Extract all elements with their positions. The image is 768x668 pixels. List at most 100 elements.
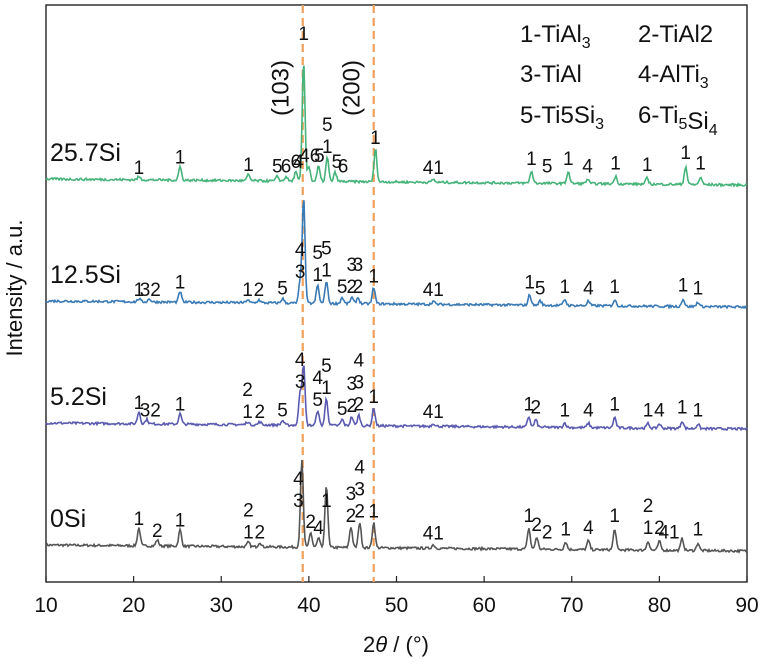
legend-entry: 5-Ti5Si3: [520, 102, 604, 133]
peak-label: 2: [347, 396, 358, 417]
peak-label: 1: [243, 155, 254, 176]
peak-label: 1: [175, 273, 186, 294]
peak-label: 1: [298, 24, 309, 45]
series-line-5.2Si: [45, 365, 748, 432]
legend-entry: 2-TiAl2: [638, 21, 713, 48]
plane-label: (103): [268, 60, 295, 116]
peak-label: 5: [542, 157, 553, 178]
peak-label: 41: [423, 523, 444, 544]
peak-label: 41: [423, 402, 444, 423]
peak-label: 1: [524, 506, 535, 527]
peak-label: 3: [353, 255, 364, 276]
x-tick-label: 70: [560, 594, 583, 617]
peak-label: 41: [658, 523, 679, 544]
x-axis-label: 2θ / (°): [363, 632, 429, 657]
peak-label: 5: [337, 399, 348, 420]
x-tick-label: 10: [34, 594, 57, 617]
peak-label: 3: [354, 480, 365, 501]
x-tick-label: 40: [297, 594, 320, 617]
peak-label: 3: [293, 491, 304, 512]
peak-label: 3: [347, 374, 358, 395]
series-line-0Si: [45, 459, 748, 554]
series-name-label: 12.5Si: [50, 261, 121, 289]
peak-label: 3: [295, 372, 306, 393]
peak-label: 1: [693, 279, 704, 300]
legend: 1-TiAl3 2-TiAl2 3-TiAl 4-AlTi3 5-Ti5Si3 6-Ti5…: [520, 21, 718, 139]
peak-label: 1: [563, 149, 574, 170]
legend-entry: 3-TiAl: [520, 61, 582, 88]
peak-label: 1: [609, 277, 620, 298]
peak-label: 1: [609, 506, 620, 527]
peak-label: 1: [243, 523, 254, 544]
peak-label: 2: [643, 496, 654, 517]
peak-label: 46: [299, 146, 320, 167]
reference-lines: (103) (200): [268, 5, 375, 582]
series-name-label: 25.7Si: [50, 139, 121, 167]
peak-label: 5: [312, 390, 323, 411]
peak-label: 1: [677, 398, 688, 419]
peak-label: 4: [293, 152, 304, 173]
peak-label: 1: [134, 509, 145, 530]
peak-label: 2: [346, 506, 357, 527]
series-line-12.5Si: [45, 200, 748, 310]
peak-label: 1: [134, 393, 145, 414]
peak-label: 1: [368, 502, 379, 523]
legend-entry: 1-TiAl3: [520, 21, 591, 52]
peak-label: 1: [175, 395, 186, 416]
peak-label: 2: [353, 277, 364, 298]
peak-label: 1: [559, 277, 570, 298]
peak-label: 5: [312, 243, 323, 264]
peak-label: 3: [295, 262, 306, 283]
peak-label: 1: [321, 261, 332, 282]
peak-label: 4: [313, 518, 324, 539]
x-tick-label: 30: [210, 594, 233, 617]
peak-label: 4: [295, 240, 306, 261]
peak-label: 1: [693, 401, 704, 422]
peak-label: 1: [134, 280, 145, 301]
peak-label: 2: [531, 398, 542, 419]
peak-label: 1: [680, 143, 691, 164]
x-tick-label: 50: [385, 594, 408, 617]
peak-label: 2: [354, 395, 365, 416]
peak-label: 5: [314, 146, 325, 167]
peak-label: 1: [321, 491, 332, 512]
x-tick-label: 90: [735, 594, 758, 617]
peak-label: 1: [609, 395, 620, 416]
peak-label: 2: [542, 523, 553, 544]
peak-label: 6: [338, 157, 349, 178]
x-tick-label: 80: [648, 594, 671, 617]
peak-label: 1: [643, 401, 654, 422]
peak-label: 5: [272, 157, 283, 178]
peak-label: 1: [368, 267, 379, 288]
peak-label: 1: [242, 280, 253, 301]
peak-label: 4: [654, 401, 665, 422]
peak-label: 5: [535, 279, 546, 300]
peak-label: 3: [346, 484, 357, 505]
peak-label: 1: [560, 520, 571, 541]
peak-label: 1: [134, 158, 145, 179]
peak-label: 4: [583, 518, 594, 539]
peak-label: 1: [524, 273, 535, 294]
peak-label: 1: [693, 520, 704, 541]
y-axis-label: Intensity / a.u.: [2, 220, 27, 357]
peak-label: 1: [678, 276, 689, 297]
peak-label: 1: [312, 265, 323, 286]
peak-label: 4: [582, 157, 593, 178]
peak-label: 2: [255, 402, 266, 423]
peak-label: 4: [583, 279, 594, 300]
peak-label: 1: [642, 155, 653, 176]
peak-label: 4: [583, 401, 594, 422]
peak-label: 6: [281, 157, 292, 178]
peak-label: 5: [277, 401, 288, 422]
peak-label: 5: [321, 356, 332, 377]
peak-label: 1: [242, 402, 253, 423]
peak-label: 5: [332, 152, 343, 173]
peak-label: 5: [322, 115, 333, 136]
peak-label: 2: [254, 280, 265, 301]
peak-label: 1: [175, 511, 186, 532]
peak-label: 6: [290, 152, 301, 173]
peak-label: 1: [322, 137, 333, 158]
peak-label: 2: [243, 501, 254, 522]
series-line-25.7Si: [45, 65, 748, 188]
